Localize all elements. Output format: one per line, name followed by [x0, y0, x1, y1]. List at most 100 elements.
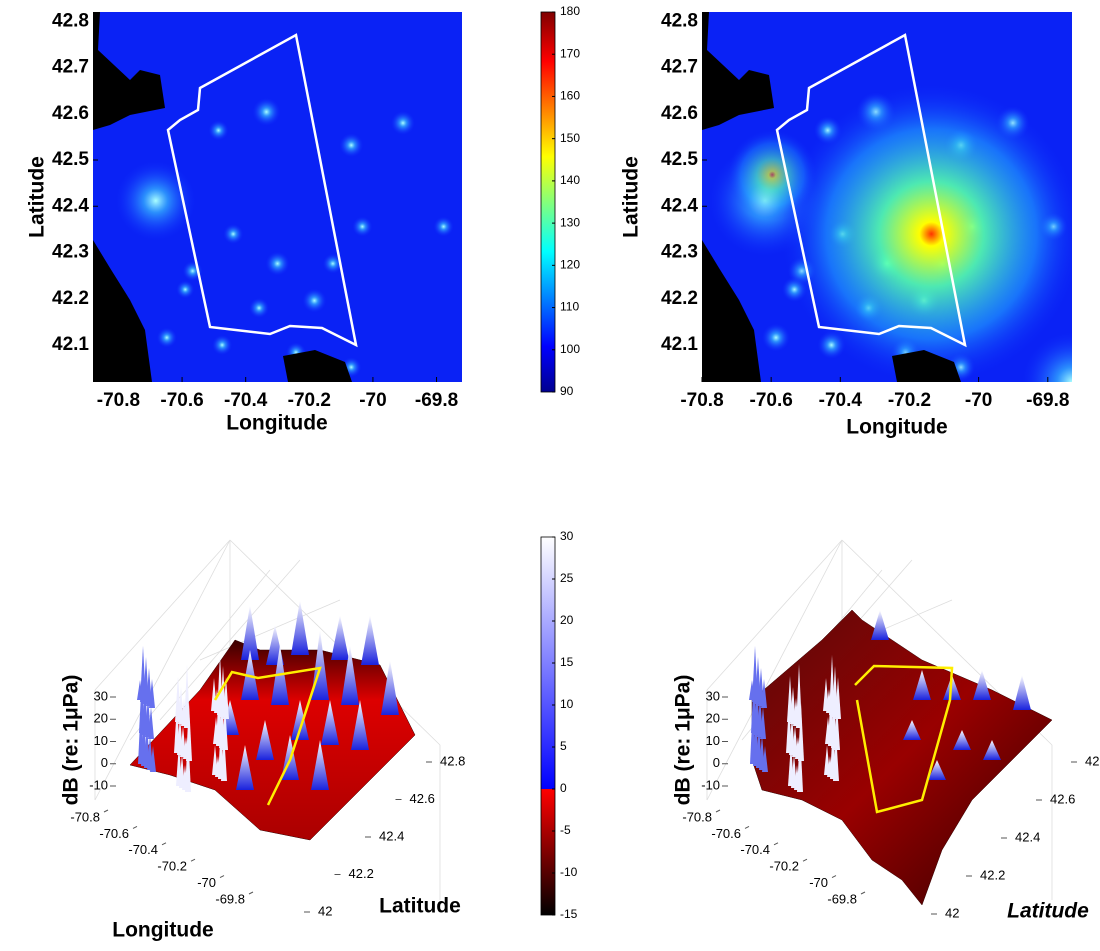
x-tick — [248, 891, 254, 895]
spike — [833, 733, 839, 781]
y-tick-label: 42.6 — [52, 103, 89, 124]
x-tick-label: -69.8 — [827, 891, 857, 906]
heatmap — [702, 12, 1072, 382]
z-axis-label: dB (re: 1μPa) — [60, 675, 83, 806]
box-line — [129, 569, 271, 741]
glow — [727, 129, 818, 220]
spike — [796, 664, 802, 728]
y-tick-label: 15 — [560, 655, 574, 669]
x-tick-label: -70.8 — [97, 390, 140, 411]
y-tick-label: 42 — [318, 903, 332, 918]
y-tick-label: 90 — [560, 384, 574, 398]
z-axis-label: dB (re: 1μPa) — [672, 675, 695, 806]
spike — [798, 703, 804, 761]
y-tick-label: 42 — [945, 905, 959, 920]
x-tick — [860, 891, 866, 895]
y-tick-label: 140 — [560, 173, 580, 187]
y-tick-label: 42.5 — [52, 149, 89, 170]
spike — [913, 670, 931, 700]
box-line — [706, 539, 843, 801]
z-tick-label: 10 — [706, 733, 720, 748]
land — [702, 240, 761, 382]
x-tick-label: -70.6 — [711, 826, 741, 841]
y-axis-label: Latitude — [379, 895, 461, 918]
x-tick-label: -70.2 — [888, 390, 931, 411]
x-tick-label: -70 — [197, 875, 216, 890]
z-tick-label: -10 — [701, 777, 720, 792]
glow — [352, 216, 373, 237]
spike — [835, 677, 841, 719]
surface — [129, 639, 416, 841]
spike — [903, 720, 921, 740]
spike — [291, 600, 309, 655]
y-tick-label: 25 — [560, 571, 574, 585]
y-tick-label: 5 — [560, 739, 567, 753]
x-axis-label: Longitude — [846, 416, 947, 439]
y-tick-label: 42.8 — [440, 753, 465, 768]
y-tick-label: 20 — [560, 613, 574, 627]
spike — [241, 605, 259, 660]
y-tick-label: -5 — [560, 823, 571, 837]
spike — [797, 731, 803, 792]
glow — [433, 216, 454, 237]
spike — [149, 679, 155, 708]
y-tick-label: 120 — [560, 258, 580, 272]
glow — [212, 335, 233, 355]
spike — [150, 746, 156, 772]
z-tick-label: 30 — [706, 688, 720, 703]
x-axis-label: Longitude — [226, 412, 327, 435]
y-tick-label: 100 — [560, 342, 580, 356]
x-tick — [190, 858, 196, 862]
land — [93, 12, 165, 130]
x-tick-label: -70 — [359, 390, 386, 411]
x-tick-label: -70 — [809, 875, 828, 890]
x-tick — [773, 842, 779, 846]
box-line — [94, 539, 231, 691]
x-tick — [219, 875, 225, 879]
y-tick-label: 0 — [560, 781, 567, 795]
heatmap — [93, 12, 462, 382]
x-tick-label: -70.8 — [680, 390, 723, 411]
spike — [928, 760, 946, 780]
y-tick-label: 42.2 — [980, 867, 1005, 882]
x-tick-label: -70.2 — [769, 859, 799, 874]
spike — [331, 615, 349, 660]
x-tick-label: -69.8 — [1026, 390, 1069, 411]
y-tick-label: 42.7 — [661, 57, 698, 78]
y-tick-label: 42.2 — [661, 288, 698, 309]
z-tick-label: 0 — [101, 755, 108, 770]
spike — [221, 733, 227, 781]
colorbar — [540, 11, 556, 393]
y-tick-label: 150 — [560, 131, 580, 145]
y-tick-label: 160 — [560, 89, 580, 103]
x-tick-label: -70.2 — [288, 390, 331, 411]
y-tick-label: 42.3 — [52, 242, 89, 263]
land — [93, 240, 152, 382]
y-axis-label: Latitude — [26, 156, 49, 238]
x-tick — [132, 825, 138, 829]
boundary — [213, 666, 322, 806]
glow — [208, 120, 229, 141]
y-tick-label: 42.4 — [379, 828, 404, 843]
box-line — [94, 539, 231, 801]
spike — [223, 677, 229, 719]
glow — [223, 224, 244, 244]
spike — [256, 720, 274, 760]
box-line — [706, 539, 843, 691]
spike — [761, 679, 767, 708]
spike — [760, 707, 766, 739]
x-tick-label: -70.4 — [128, 842, 158, 857]
x-tick-label: -70.6 — [160, 390, 203, 411]
spike — [341, 645, 359, 705]
spike — [222, 705, 228, 750]
glow — [302, 288, 327, 313]
y-tick-label: 42.4 — [52, 195, 89, 216]
y-tick-label: 30 — [560, 529, 574, 543]
x-tick-label: -70.4 — [740, 842, 770, 857]
x-tick-label: -70.6 — [750, 390, 793, 411]
y-tick-label: 180 — [560, 4, 580, 18]
glow — [762, 323, 790, 352]
glow — [390, 111, 415, 135]
land — [283, 350, 352, 382]
land — [892, 350, 961, 382]
